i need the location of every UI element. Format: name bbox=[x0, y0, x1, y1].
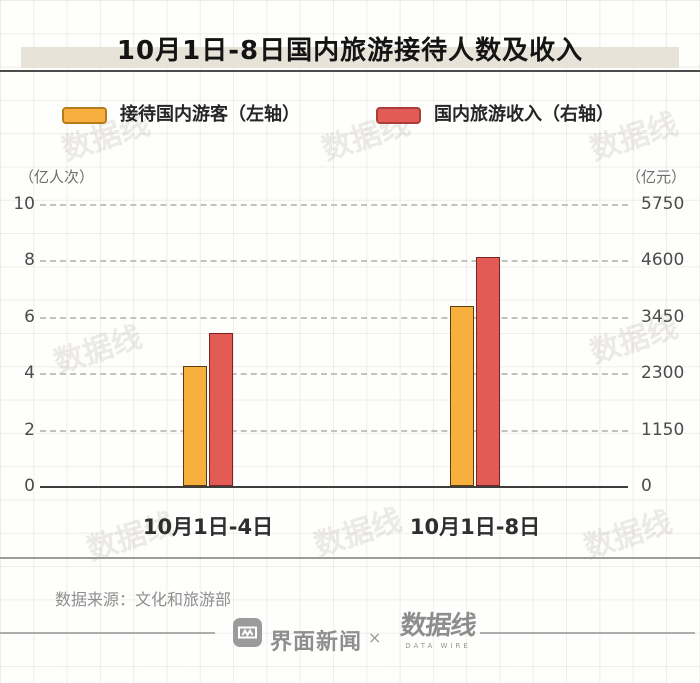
bar-revenue-1 bbox=[209, 332, 233, 486]
right-axis-unit-label: （亿元） bbox=[625, 168, 686, 186]
bar-revenue-2 bbox=[476, 257, 500, 486]
gridline bbox=[40, 316, 628, 319]
right-axis-tick: 4600 bbox=[641, 250, 685, 271]
x-axis-baseline bbox=[40, 486, 628, 488]
collab-x-mark: × bbox=[368, 628, 382, 647]
datawire-logo-text: 数据线 bbox=[398, 611, 478, 641]
left-axis-tick: 6 bbox=[24, 306, 35, 327]
right-axis-tick: 1150 bbox=[641, 419, 685, 440]
legend-label-tourists: 接待国内游客（左轴） bbox=[120, 104, 300, 125]
datawire-logo: 数据线 DATA WIRE bbox=[397, 611, 479, 650]
jiemian-logo-text: 界面新闻 bbox=[270, 630, 363, 655]
gridline bbox=[40, 260, 628, 263]
jiemian-icon-glyph bbox=[233, 618, 262, 647]
legend-swatch-yellow bbox=[62, 106, 107, 124]
datawire-watermark: 数据线 bbox=[49, 319, 147, 381]
bar-tourists-1 bbox=[183, 366, 207, 486]
jiemian-logo-icon bbox=[233, 618, 262, 647]
divider-line-left bbox=[0, 632, 215, 634]
left-axis-tick: 2 bbox=[24, 419, 35, 440]
right-axis-tick: 5750 bbox=[641, 194, 685, 214]
footer-divider bbox=[0, 557, 700, 559]
legend-label-revenue: 国内旅游收入（右轴） bbox=[434, 104, 614, 125]
bar-tourists-2 bbox=[450, 306, 474, 486]
category-label: 10月1日-8日 bbox=[409, 515, 541, 539]
left-axis-tick: 10 bbox=[13, 194, 35, 214]
divider-line-right bbox=[480, 632, 695, 634]
left-axis-tick: 8 bbox=[24, 250, 35, 271]
title-band bbox=[21, 47, 679, 68]
gridline bbox=[40, 373, 628, 376]
left-axis-tick: 4 bbox=[24, 363, 35, 384]
legend-item-tourists: 接待国内游客（左轴） bbox=[62, 104, 300, 126]
data-source: 数据来源：文化和旅游部 bbox=[55, 590, 232, 609]
page-title: 10月1日-8日国内旅游接待人数及收入 bbox=[116, 36, 584, 66]
left-axis-tick: 0 bbox=[24, 476, 35, 496]
right-axis-tick: 3450 bbox=[641, 306, 685, 327]
left-axis-unit-label: （亿人次） bbox=[19, 168, 95, 186]
gridline bbox=[40, 429, 628, 432]
right-axis-tick: 0 bbox=[641, 476, 652, 496]
datawire-watermark: 数据线 bbox=[585, 309, 683, 371]
title-underline bbox=[0, 70, 700, 72]
legend-item-revenue: 国内旅游收入（右轴） bbox=[376, 104, 614, 126]
category-label: 10月1日-4日 bbox=[142, 515, 274, 539]
datawire-watermark: 数据线 bbox=[309, 502, 407, 564]
gridline bbox=[40, 204, 628, 206]
right-axis-tick: 2300 bbox=[641, 363, 685, 384]
legend-swatch-red bbox=[376, 106, 421, 124]
datawire-logo-subtext: DATA WIRE bbox=[405, 642, 471, 650]
